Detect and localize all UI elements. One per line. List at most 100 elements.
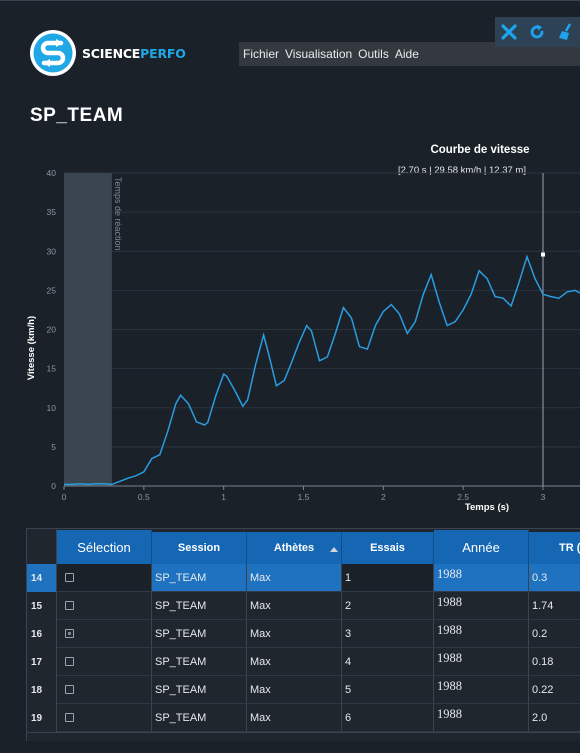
tr-cell[interactable]: 2.0 bbox=[529, 704, 580, 732]
col-header-annee[interactable]: Année bbox=[434, 530, 529, 564]
annee-cell[interactable]: 1988 bbox=[434, 592, 529, 620]
window-controls bbox=[495, 17, 580, 47]
refresh-icon bbox=[531, 24, 544, 39]
y-tick-label: 25 bbox=[47, 285, 57, 295]
row-checkbox[interactable] bbox=[65, 685, 74, 694]
essai-cell[interactable]: 5 bbox=[342, 676, 434, 704]
page-title: SP_TEAM bbox=[30, 105, 124, 126]
tr-cell[interactable]: 0.2 bbox=[529, 620, 580, 648]
session-cell[interactable]: SP_TEAM bbox=[152, 564, 247, 592]
row-checkbox[interactable] bbox=[65, 713, 74, 722]
sort-ascending-icon[interactable] bbox=[330, 547, 338, 552]
annee-cell[interactable]: 1988 bbox=[434, 704, 529, 732]
annee-cell[interactable]: 1988 bbox=[434, 564, 529, 592]
essai-cell[interactable]: 1 bbox=[342, 564, 434, 592]
clear-button[interactable] bbox=[552, 17, 580, 47]
selection-cell bbox=[57, 564, 152, 592]
annee-cell[interactable]: 1988 bbox=[434, 676, 529, 704]
selection-cell bbox=[57, 592, 152, 620]
logo-text: SCIENCEPERFO bbox=[82, 46, 186, 61]
athlete-cell[interactable]: Max bbox=[247, 564, 342, 592]
trials-table: Sélection Session Athètes Essais Année T… bbox=[26, 528, 580, 741]
session-cell[interactable]: SP_TEAM bbox=[152, 620, 247, 648]
row-number[interactable]: 14 bbox=[27, 564, 57, 592]
y-tick-label: 30 bbox=[47, 246, 57, 256]
session-cell[interactable]: SP_TEAM bbox=[152, 676, 247, 704]
y-axis-label: Vitesse (km/h) bbox=[26, 316, 37, 380]
essai-cell[interactable]: 3 bbox=[342, 620, 434, 648]
x-tick-label: 1.5 bbox=[298, 492, 310, 502]
col-header-session[interactable]: Session bbox=[152, 532, 247, 564]
tr-cell[interactable]: 0.3 bbox=[529, 564, 580, 592]
row-checkbox[interactable] bbox=[65, 601, 74, 610]
table-corner bbox=[27, 529, 57, 564]
speed-chart: Courbe de vitesse [2.70 s | 29.58 km/h |… bbox=[26, 144, 580, 513]
x-axis-label: Temps (s) bbox=[465, 502, 509, 513]
chart-title: Courbe de vitesse bbox=[430, 144, 529, 156]
table-row-partial bbox=[27, 732, 580, 741]
close-icon bbox=[501, 24, 517, 40]
menu-aide[interactable]: Aide bbox=[394, 47, 419, 61]
col-header-selection[interactable]: Sélection bbox=[57, 530, 152, 564]
refresh-button[interactable] bbox=[523, 17, 551, 47]
selection-cell bbox=[57, 620, 152, 648]
selection-cell bbox=[57, 704, 152, 732]
cursor-point[interactable] bbox=[541, 252, 545, 257]
app-logo: SCIENCEPERFO bbox=[28, 28, 186, 78]
y-tick-label: 15 bbox=[47, 364, 57, 374]
chart-readout: [2.70 s | 29.58 km/h | 12.37 m] bbox=[398, 165, 526, 176]
reaction-time-band bbox=[64, 173, 112, 486]
row-checkbox[interactable] bbox=[65, 657, 74, 666]
annee-cell[interactable]: 1988 bbox=[434, 648, 529, 676]
y-tick-label: 0 bbox=[51, 481, 56, 491]
x-tick-label: 2.5 bbox=[457, 492, 469, 502]
menu-visualisation[interactable]: Visualisation bbox=[285, 47, 353, 61]
row-checkbox[interactable] bbox=[65, 629, 74, 638]
y-tick-label: 40 bbox=[47, 168, 57, 178]
x-tick-label: 3 bbox=[541, 492, 546, 502]
athlete-cell[interactable]: Max bbox=[247, 704, 342, 732]
y-tick-label: 5 bbox=[51, 442, 56, 452]
logo-icon bbox=[30, 30, 76, 76]
x-tick-label: 2 bbox=[381, 492, 386, 502]
y-tick-label: 20 bbox=[47, 325, 57, 335]
logo-text-science: SCIENCE bbox=[82, 45, 141, 61]
session-cell[interactable]: SP_TEAM bbox=[152, 592, 247, 620]
tr-cell[interactable]: 0.22 bbox=[529, 676, 580, 704]
row-number[interactable]: 15 bbox=[27, 592, 57, 620]
x-tick-label: 1 bbox=[221, 492, 226, 502]
x-tick-label: 0.5 bbox=[138, 492, 150, 502]
col-header-essais[interactable]: Essais bbox=[342, 532, 434, 564]
athlete-cell[interactable]: Max bbox=[247, 620, 342, 648]
menu-outils[interactable]: Outils bbox=[358, 47, 389, 61]
essai-cell[interactable]: 2 bbox=[342, 592, 434, 620]
essai-cell[interactable]: 4 bbox=[342, 648, 434, 676]
session-cell[interactable]: SP_TEAM bbox=[152, 704, 247, 732]
y-tick-label: 35 bbox=[47, 207, 57, 217]
essai-cell[interactable]: 6 bbox=[342, 704, 434, 732]
tr-cell[interactable]: 1.74 bbox=[529, 592, 580, 620]
athlete-cell[interactable]: Max bbox=[247, 676, 342, 704]
row-number[interactable]: 18 bbox=[27, 676, 57, 704]
selection-cell bbox=[57, 676, 152, 704]
annee-cell[interactable]: 1988 bbox=[434, 620, 529, 648]
athlete-cell[interactable]: Max bbox=[247, 648, 342, 676]
athlete-cell[interactable]: Max bbox=[247, 592, 342, 620]
row-checkbox[interactable] bbox=[65, 573, 74, 582]
col-header-tr[interactable]: TR (s) bbox=[529, 532, 580, 564]
tr-cell[interactable]: 0.18 bbox=[529, 648, 580, 676]
speed-line bbox=[64, 254, 580, 486]
reaction-time-label: Temps de réaction bbox=[113, 177, 123, 251]
row-number[interactable]: 19 bbox=[27, 704, 57, 732]
broom-icon bbox=[558, 23, 571, 40]
row-number[interactable]: 16 bbox=[27, 620, 57, 648]
session-cell[interactable]: SP_TEAM bbox=[152, 648, 247, 676]
y-tick-label: 10 bbox=[47, 403, 57, 413]
row-number[interactable]: 17 bbox=[27, 648, 57, 676]
logo-text-perfo: PERFO bbox=[140, 45, 186, 61]
col-header-athletes[interactable]: Athètes bbox=[247, 532, 342, 564]
close-button[interactable] bbox=[495, 17, 523, 47]
menu-fichier[interactable]: Fichier bbox=[243, 47, 280, 61]
selection-cell bbox=[57, 648, 152, 676]
x-tick-label: 0 bbox=[62, 492, 67, 502]
